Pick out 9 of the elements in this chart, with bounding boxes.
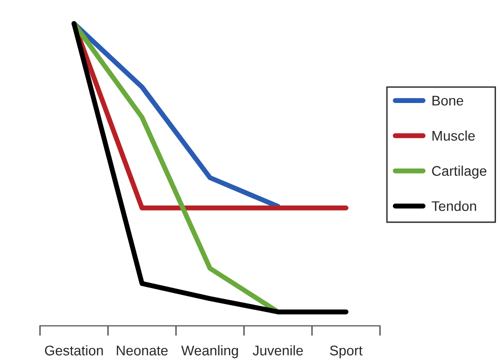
x-tick-label: Weanling (181, 345, 238, 358)
legend-label: Tendon (432, 200, 476, 212)
x-tick-label: Neonate (116, 346, 168, 356)
x-tick-label: Juvenile (252, 345, 303, 356)
x-tick-label: Gestation (44, 345, 103, 356)
x-tick-label: Sport (330, 346, 362, 358)
legend-label: Bone (432, 96, 464, 106)
legend-label: Muscle (432, 130, 475, 141)
legend-label: Cartilage (432, 166, 486, 179)
